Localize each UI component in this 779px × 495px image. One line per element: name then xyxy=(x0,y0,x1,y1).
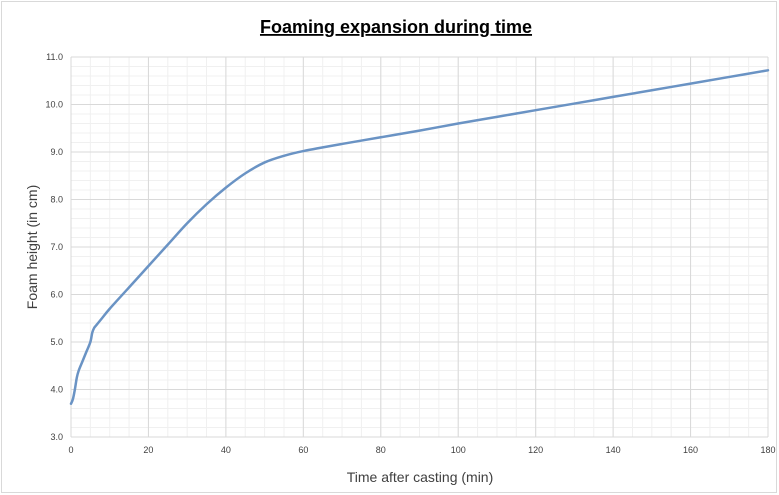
chart-title: Foaming expansion during time xyxy=(260,17,532,37)
y-tick-label: 7.0 xyxy=(50,242,63,252)
x-tick-label: 40 xyxy=(221,445,231,455)
x-tick-label: 140 xyxy=(606,445,621,455)
y-tick-label: 5.0 xyxy=(50,337,63,347)
series-layer xyxy=(69,69,770,405)
y-tick-label: 4.0 xyxy=(50,385,63,395)
y-tick-label: 9.0 xyxy=(50,147,63,157)
x-tick-label: 60 xyxy=(298,445,308,455)
y-tick-label: 11.0 xyxy=(46,52,63,62)
y-tick-label: 3.0 xyxy=(50,432,63,442)
y-axis-label: Foam height (in cm) xyxy=(24,185,40,309)
y-tick-label: 6.0 xyxy=(50,290,63,300)
x-axis-label: Time after casting (min) xyxy=(347,469,494,485)
x-tick-label: 20 xyxy=(143,445,153,455)
y-tick-label: 10.0 xyxy=(45,100,63,110)
x-tick-label: 180 xyxy=(760,445,775,455)
x-axis-ticks: 0 20 40 60 80 100 120 140 160 180 xyxy=(68,445,775,455)
x-tick-label: 0 xyxy=(68,445,73,455)
x-tick-label: 80 xyxy=(376,445,386,455)
x-tick-label: 120 xyxy=(528,445,543,455)
major-gridlines xyxy=(70,56,769,438)
y-axis-ticks: 3.0 4.0 5.0 6.0 7.0 8.0 9.0 10.0 11.0 xyxy=(45,52,63,442)
x-tick-label: 160 xyxy=(683,445,698,455)
x-tick-label: 100 xyxy=(451,445,466,455)
foam-height-line xyxy=(69,69,770,405)
y-tick-label: 8.0 xyxy=(50,195,63,205)
